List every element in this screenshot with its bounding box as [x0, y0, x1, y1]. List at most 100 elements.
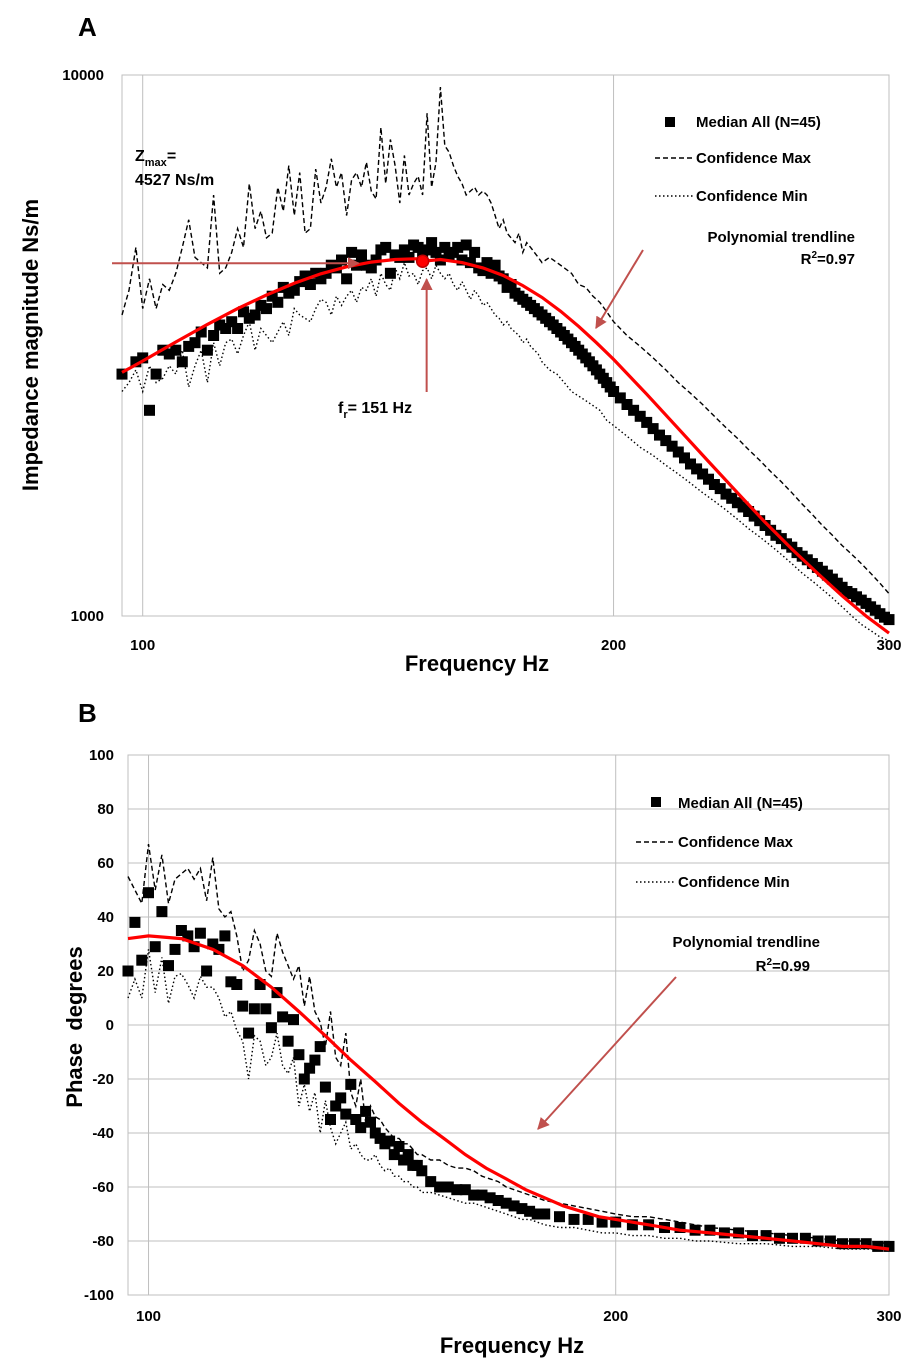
r2-sup-b: 2 [766, 957, 772, 968]
panel-a-median-point [304, 279, 316, 290]
panel-b-median-point [760, 1230, 772, 1242]
panel-a-arrows [112, 249, 644, 392]
legend-label-conf-min: Confidence Min [696, 188, 808, 205]
panel-a-median-point [621, 399, 633, 410]
panel-a-median-point [144, 404, 155, 416]
panel-b-median-point [425, 1176, 437, 1188]
panel-b-median-point [468, 1189, 480, 1201]
fr-sub: r [343, 409, 348, 421]
panel-a-median-point [654, 429, 665, 441]
panel-b-median-point [459, 1184, 471, 1196]
panel-b-median-point [524, 1205, 536, 1217]
panel-b-median-point [883, 1240, 895, 1252]
panel-a-median-point [365, 262, 377, 274]
panel-a-ticks: 100 200 300 1000 10000 [62, 67, 901, 654]
panel-a-median-point [679, 452, 690, 464]
panel-b-x-tick-label: 100 [136, 1308, 161, 1325]
panel-a-trendline-label: Polynomial trendline [707, 229, 855, 246]
panel-a-median-point [170, 344, 182, 356]
panel-a-y-tick-label: 1000 [71, 608, 104, 625]
panel-b-median-point [207, 938, 219, 950]
panel-b-median-point [451, 1184, 463, 1196]
zmax-annotation-line1: Zmax= [135, 148, 176, 169]
panel-b-median-point [122, 965, 134, 977]
panel-a-median-point [232, 323, 244, 334]
panel-b-median-point [213, 943, 225, 955]
panel-a-confidence-max-line [121, 87, 890, 595]
panel-b-median-point [626, 1219, 638, 1231]
panel-a-median-point [685, 458, 696, 470]
panel-a-median-point [336, 254, 347, 266]
panel-b-median-point [539, 1208, 551, 1220]
panel-b-y-tick-label: 40 [97, 909, 114, 926]
panel-b-median-point [500, 1197, 512, 1209]
panel-a-median-point [505, 279, 517, 290]
zmax-z: Z [135, 148, 145, 165]
panel-b-median-point [243, 1027, 255, 1039]
panel-b-median-point [848, 1238, 860, 1250]
panel-a-median-point [489, 259, 501, 271]
panel-b-median-point [314, 1041, 326, 1053]
panel-a-median-point [201, 344, 213, 356]
panel-b-series [122, 843, 895, 1252]
panel-b-median-point [442, 1181, 454, 1193]
panel-b-x-axis-title: Frequency Hz [440, 1333, 584, 1358]
panel-b-y-tick-label: -60 [92, 1179, 114, 1196]
panel-b-arrows [537, 976, 677, 1130]
legend-b-marker-median [651, 797, 661, 807]
r2-r-b: R [756, 958, 767, 975]
zmax-eq: = [167, 148, 176, 165]
panel-a-median-point [163, 348, 175, 360]
panel-b-median-point [360, 1105, 372, 1117]
zmax-annotation-value: 4527 Ns/m [135, 172, 214, 189]
panel-a-median-point [672, 446, 684, 458]
panel-a-median-point [628, 404, 640, 416]
panel-b-y-tick-label: 60 [97, 855, 114, 872]
panel-a-trendline-arrow [595, 249, 644, 330]
panel-b-median-point [355, 1122, 367, 1134]
panel-b-y-tick-label: 0 [106, 1017, 114, 1034]
fr-value: = 151 Hz [348, 400, 412, 417]
panel-a-median-point [703, 473, 714, 485]
panel-b: B 100 200 300100806040200-20-40-60-80-100 … [62, 698, 902, 1358]
panel-a-median-point [460, 239, 472, 251]
panel-a: A 100 200 300 1000 10000 Impedance magnitude… [18, 12, 902, 676]
panel-b-median-point [596, 1216, 608, 1228]
panel-b-median-point [282, 1035, 294, 1047]
panel-a-median-point [195, 326, 207, 338]
panel-b-median-point [531, 1208, 543, 1220]
panel-a-median-point [660, 435, 672, 447]
panel-b-median-point [837, 1238, 848, 1250]
legend-b-label-conf-min: Confidence Min [678, 874, 790, 891]
panel-b-median-point [149, 941, 161, 953]
panel-a-gridlines [142, 75, 890, 616]
panel-b-median-point [416, 1165, 428, 1177]
panel-b-median-point [319, 1081, 331, 1093]
panel-a-legend: Median All (N=45) Confidence Max Confide… [655, 114, 821, 205]
panel-a-median-point [249, 309, 261, 321]
panel-b-median-point [143, 887, 154, 899]
panel-a-median-point [330, 262, 342, 274]
panel-b-median-point [568, 1213, 580, 1225]
panel-a-y-tick-label: 10000 [62, 67, 104, 84]
panel-a-median-point [743, 506, 755, 517]
panel-b-median-point [194, 927, 206, 939]
panel-b-median-point [237, 1000, 249, 1012]
panel-b-median-point [674, 1222, 686, 1233]
panel-b-median-point [799, 1232, 811, 1244]
panel-b-y-tick-label: -40 [92, 1125, 114, 1142]
legend-marker-median [665, 117, 675, 127]
panel-b-y-tick-label: -100 [84, 1287, 114, 1304]
legend-b-label-median: Median All (N=45) [678, 795, 803, 812]
panel-b-median-point [733, 1227, 745, 1239]
r2-val-a: =0.97 [817, 251, 855, 268]
panel-b-median-point [787, 1232, 798, 1244]
panel-b-median-point [325, 1114, 336, 1125]
panel-b-median-point [812, 1235, 824, 1247]
panel-a-median-point [403, 251, 415, 263]
panel-b-median-point [330, 1100, 342, 1112]
panel-a-x-tick-label: 200 [601, 637, 626, 654]
panel-b-median-point [860, 1238, 872, 1250]
panel-b-confidence-max-line [127, 843, 890, 1245]
panel-b-label: B [78, 698, 97, 728]
